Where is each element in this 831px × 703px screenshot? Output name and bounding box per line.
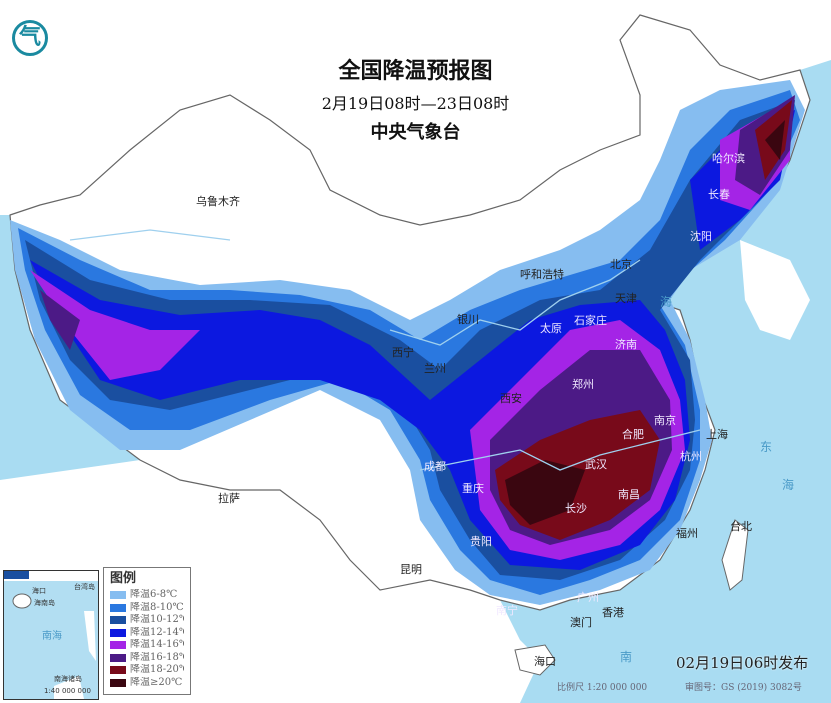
korea (740, 240, 810, 340)
city-label: 银川 (457, 313, 479, 326)
city-label: 石家庄 (574, 314, 607, 327)
south-china-sea-inset: 海口 海南岛 台湾岛 南海 南海诸岛 1:40 000 000 (3, 570, 99, 700)
review-number: 审图号：GS (2019) 3082号 (685, 683, 802, 693)
city-label: 海口 (534, 655, 556, 668)
legend-label: 降温18-20℃ (130, 664, 184, 676)
inset-label: 南海 (42, 631, 62, 642)
publish-time: 02月19日06时发布 (676, 654, 809, 672)
city-label: 北京 (610, 258, 632, 271)
legend-swatch (110, 591, 126, 600)
legend-swatch (110, 628, 126, 637)
agency-name: 中央气象台 (370, 122, 461, 143)
city-label: 郑州 (572, 378, 594, 391)
legend: 图例 降温6-8℃降温8-10℃降温10-12℃降温12-14℃降温14-16℃… (103, 567, 191, 695)
map-title: 全国降温预报图 (338, 59, 493, 84)
sea-label: 东 (760, 440, 773, 454)
city-label: 合肥 (622, 428, 644, 441)
city-label: 成都 (424, 460, 446, 473)
legend-swatch (110, 666, 126, 675)
cma-logo-icon: 气 (12, 20, 48, 56)
city-label: 重庆 (462, 482, 484, 495)
legend-item: 降温12-14℃ (110, 627, 184, 640)
land-neighbors (0, 0, 831, 225)
legend-item: 降温8-10℃ (110, 602, 184, 615)
city-label: 哈尔滨 (712, 152, 745, 165)
taiwan (721, 519, 749, 591)
legend-title: 图例 (110, 571, 137, 586)
city-label: 贵阳 (470, 535, 492, 548)
legend-item: 降温10-12℃ (110, 614, 184, 627)
legend-label: 降温10-12℃ (130, 614, 184, 626)
city-label: 台北 (730, 520, 752, 533)
legend-item: 降温6-8℃ (110, 589, 184, 602)
inset-scale: 1:40 000 000 (44, 687, 91, 695)
legend-swatch (110, 641, 126, 650)
city-label: 沈阳 (690, 230, 712, 243)
inset-label: 海口 (32, 587, 46, 595)
city-label: 兰州 (424, 362, 446, 375)
legend-label: 降温≥20℃ (130, 676, 183, 688)
legend-label: 降温8-10℃ (130, 601, 184, 613)
sea-label: 海 (660, 295, 673, 309)
map-scale: 比例尺 1:20 000 000 (557, 683, 648, 693)
legend-label: 降温16-18℃ (130, 651, 184, 663)
hainan (514, 644, 556, 676)
city-label: 济南 (615, 338, 637, 351)
legend-item: 降温16-18℃ (110, 652, 184, 665)
city-label: 澳门 (570, 616, 592, 629)
city-label: 太原 (540, 322, 562, 335)
city-label: 武汉 (585, 458, 607, 471)
inset-label: 南海诸岛 (54, 675, 82, 683)
city-label: 广州 (577, 591, 599, 604)
city-label: 杭州 (680, 450, 702, 463)
legend-label: 降温6-8℃ (130, 589, 178, 601)
sea-label: 南 (620, 650, 633, 664)
city-label: 昆明 (400, 563, 422, 576)
legend-swatch (110, 603, 126, 612)
legend-swatch (110, 653, 126, 662)
sea-label: 海 (782, 478, 795, 492)
city-label: 香港 (602, 606, 624, 619)
legend-swatch (110, 678, 126, 687)
city-label: 拉萨 (218, 492, 240, 505)
legend-item: 降温14-16℃ (110, 639, 184, 652)
legend-item: 降温18-20℃ (110, 664, 184, 677)
city-label: 福州 (676, 527, 698, 540)
city-label: 南宁 (496, 604, 518, 617)
legend-items: 降温6-8℃降温8-10℃降温10-12℃降温12-14℃降温14-16℃降温1… (110, 589, 184, 689)
city-label: 上海 (706, 428, 728, 441)
city-label: 长春 (708, 188, 730, 201)
legend-label: 降温12-14℃ (130, 626, 184, 638)
inset-label: 台湾岛 (74, 583, 95, 591)
city-label: 呼和浩特 (520, 268, 564, 281)
city-label: 南昌 (618, 488, 640, 501)
city-label: 长沙 (565, 502, 587, 515)
city-label: 西宁 (392, 346, 414, 359)
city-label: 南京 (654, 414, 676, 427)
inset-map (4, 571, 98, 699)
legend-item: 降温≥20℃ (110, 677, 184, 690)
city-label: 天津 (615, 292, 637, 305)
rivers (69, 229, 701, 471)
cooling-bands (10, 80, 805, 605)
legend-swatch (110, 616, 126, 625)
city-label: 乌鲁木齐 (196, 195, 240, 208)
inset-label: 海南岛 (34, 599, 55, 607)
city-label: 西安 (500, 392, 522, 405)
forecast-period: 2月19日08时—23日08时 (321, 94, 510, 113)
legend-label: 降温14-16℃ (130, 639, 184, 651)
